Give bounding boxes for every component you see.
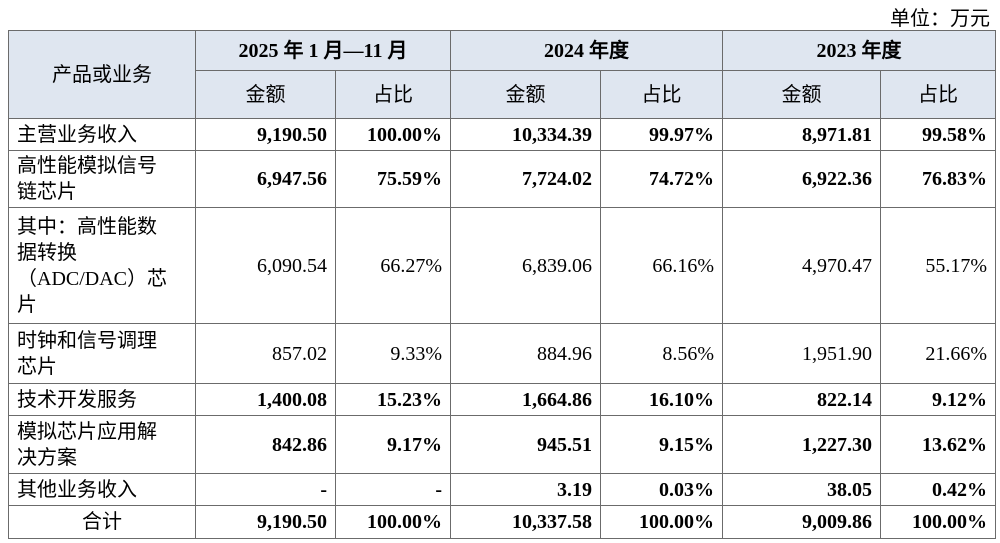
unit-note: 单位：万元 (890, 8, 990, 30)
label-line: 片 (17, 293, 37, 316)
table-row: 其他业务收入 - -3.19 0.03% 38.05 0.42% (8, 473, 996, 506)
label-line: 主营业务收入 (17, 123, 137, 146)
cell: 9.17% (335, 415, 451, 474)
cell: 66.27% (335, 207, 451, 324)
label-line: 其中：高性能数 (17, 215, 157, 238)
cell: 13.62% (880, 415, 996, 474)
row-label-header: 产品或业务 (8, 30, 196, 119)
label-line: 技术开发服务 (17, 388, 137, 411)
cell: 7,724.02 (450, 150, 601, 208)
cell: - (335, 473, 451, 506)
label-line: （ADC/DAC）芯 (17, 267, 168, 290)
cell: 9.15% (600, 415, 723, 474)
cell: 16.10% (600, 383, 723, 416)
row-label: 时钟和信号调理 芯片 (8, 323, 196, 384)
column-header: 占比 (600, 70, 723, 119)
cell: 9,009.86 (722, 505, 881, 539)
column-header: 金额 (195, 70, 336, 119)
revenue-table: 产品或业务 2025 年 1 月—11 月 2024 年度 2023 年度 金额 占比金… (8, 30, 996, 539)
column-header: 金额 (450, 70, 601, 119)
cell: 99.97% (600, 118, 723, 151)
cell: 75.59% (335, 150, 451, 208)
row-label: 其中：高性能数 据转换 （ADC/DAC）芯片 (8, 207, 196, 324)
cell: 74.72% (600, 150, 723, 208)
label-line: 其他业务收入 (17, 478, 137, 501)
cell: 66.16% (600, 207, 723, 324)
label-line: 决方案 (17, 446, 77, 469)
cell: 4,970.47 (722, 207, 881, 324)
label-line: 高性能模拟信号 (17, 155, 157, 177)
cell: 15.23% (335, 383, 451, 416)
row-label: 技术开发服务 (8, 383, 196, 416)
cell: 1,951.90 (722, 323, 881, 384)
period-header: 2025 年 1 月—11 月 (195, 30, 451, 71)
cell: 3.19 (450, 473, 601, 506)
table-row: 其中：高性能数 据转换 （ADC/DAC）芯片 6,090.54 66.27% 6,839… (8, 207, 996, 324)
cell: 857.02 (195, 323, 336, 384)
cell: 6,922.36 (722, 150, 881, 208)
table-row: 模拟芯片应用解 决方案 842.86 9.17% 945.51 9.15% 1,227.30… (8, 415, 996, 474)
cell: 9.33% (335, 323, 451, 384)
label-line: 链芯片 (17, 181, 77, 203)
cell: 1,400.08 (195, 383, 336, 416)
cell: 100.00% (600, 505, 723, 539)
cell: 9,190.50 (195, 505, 336, 539)
cell: 10,337.58 (450, 505, 601, 539)
cell: 8,971.81 (722, 118, 881, 151)
row-label: 高性能模拟信号 链芯片 (8, 150, 196, 208)
period-header: 2024 年度 (450, 30, 723, 71)
period-header: 2023 年度 (722, 30, 996, 71)
table-row: 技术开发服务 1,400.08 15.23% 1,664.86 16.10% 822.14… (8, 383, 996, 416)
cell: 9.12% (880, 383, 996, 416)
cell: 945.51 (450, 415, 601, 474)
cell: 21.66% (880, 323, 996, 384)
cell: 822.14 (722, 383, 881, 416)
column-header: 金额 (722, 70, 881, 119)
cell: 10,334.39 (450, 118, 601, 151)
label-line: 据转换 (17, 241, 77, 264)
cell: 9,190.50 (195, 118, 336, 151)
table-row: 时钟和信号调理 芯片 857.02 9.33% 884.96 8.56% 1,951.90 2… (8, 323, 996, 384)
cell: 100.00% (335, 118, 451, 151)
total-row: 合计 9,190.50 100.00% 10,337.58 100.00% 9,009.8… (8, 505, 996, 539)
cell: 0.03% (600, 473, 723, 506)
label-line: 模拟芯片应用解 (17, 420, 157, 443)
label-line: 时钟和信号调理 (17, 329, 157, 352)
cell: 884.96 (450, 323, 601, 384)
cell: 6,839.06 (450, 207, 601, 324)
column-header: 占比 (880, 70, 996, 119)
cell: 0.42% (880, 473, 996, 506)
cell: 8.56% (600, 323, 723, 384)
cell: 6,947.56 (195, 150, 336, 208)
table-row: 高性能模拟信号 链芯片 6,947.56 75.59% 7,724.02 74.72% 6,… (8, 150, 996, 208)
cell: 1,227.30 (722, 415, 881, 474)
cell: - (195, 473, 336, 506)
row-label: 模拟芯片应用解 决方案 (8, 415, 196, 474)
cell: 76.83% (880, 150, 996, 208)
column-header: 占比 (335, 70, 451, 119)
cell: 99.58% (880, 118, 996, 151)
label-line: 芯片 (17, 355, 57, 378)
row-label: 合计 (8, 505, 196, 539)
row-label: 主营业务收入 (8, 118, 196, 151)
cell: 1,664.86 (450, 383, 601, 416)
cell: 6,090.54 (195, 207, 336, 324)
cell: 55.17% (880, 207, 996, 324)
cell: 100.00% (880, 505, 996, 539)
row-label: 其他业务收入 (8, 473, 196, 506)
cell: 38.05 (722, 473, 881, 506)
cell: 100.00% (335, 505, 451, 539)
cell: 842.86 (195, 415, 336, 474)
table-row: 主营业务收入 9,190.50 100.00% 10,334.39 99.97% 8,97… (8, 118, 996, 151)
